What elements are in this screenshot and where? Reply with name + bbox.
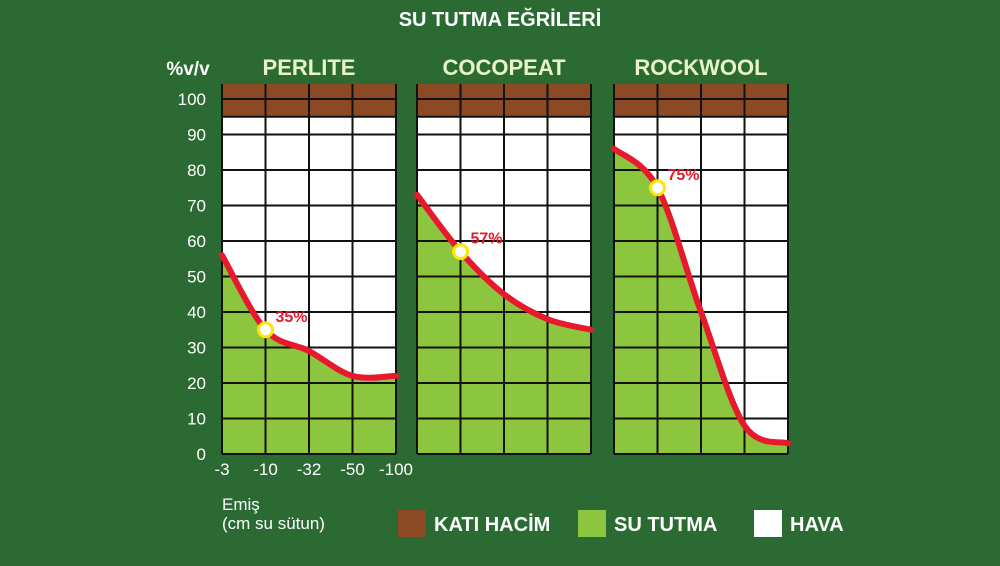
- panel-title: PERLITE: [263, 55, 356, 80]
- y-tick-label: 50: [187, 268, 206, 287]
- legend-item: HAVA: [754, 510, 844, 537]
- x-tick-label: -100: [379, 460, 413, 479]
- y-tick-label: 90: [187, 126, 206, 145]
- x-axis: -3 -10 -32 -50 -100: [214, 460, 413, 479]
- data-label: 35%: [276, 309, 308, 326]
- legend-item: SU TUTMA: [578, 510, 717, 537]
- figure-title: SU TUTMA EĞRİLERİ: [399, 7, 602, 31]
- y-tick-label: 80: [187, 161, 206, 180]
- grid: [416, 84, 592, 455]
- legend-label: SU TUTMA: [614, 514, 717, 536]
- grid: [221, 84, 397, 455]
- y-tick-label: 70: [187, 197, 206, 216]
- legend-label: KATI HACİM: [434, 513, 550, 536]
- retention-curve: [611, 145, 791, 447]
- panel-cocopeat: COCOPEAT 57%: [414, 55, 594, 455]
- container-capacity-point: [257, 321, 274, 339]
- panel-title: COCOPEAT: [442, 55, 566, 80]
- x-tick-label: -10: [253, 460, 278, 479]
- container-capacity-point: [452, 243, 469, 261]
- retention-curve: [219, 252, 399, 381]
- y-tick-label: 100: [178, 90, 206, 109]
- legend-swatch: [578, 510, 606, 537]
- data-label: 57%: [471, 231, 503, 248]
- panel-rockwool: ROCKWOOL 75%: [611, 55, 791, 455]
- legend-swatch: [754, 510, 782, 537]
- y-tick-label: 40: [187, 303, 206, 322]
- legend: KATI HACİM SU TUTMA HAVA: [398, 510, 844, 537]
- legend-swatch: [398, 510, 426, 537]
- y-axis-unit: %v/v: [166, 59, 210, 80]
- grid: [613, 84, 789, 455]
- x-tick-label: -50: [340, 460, 365, 479]
- panel-perlite: PERLITE 35%: [219, 55, 399, 455]
- y-tick-label: 10: [187, 410, 206, 429]
- x-axis-title-line1: Emiş: [222, 495, 260, 514]
- data-label: 75%: [668, 167, 700, 184]
- panel-title: ROCKWOOL: [634, 55, 767, 80]
- x-tick-label: -32: [297, 460, 322, 479]
- y-tick-label: 30: [187, 339, 206, 358]
- x-axis-title-line2: (cm su sütun): [222, 514, 325, 533]
- legend-label: HAVA: [790, 514, 844, 536]
- x-tick-label: -3: [214, 460, 229, 479]
- retention-curve: [414, 191, 594, 333]
- y-tick-label: 60: [187, 232, 206, 251]
- legend-item: KATI HACİM: [398, 510, 550, 537]
- container-capacity-point: [649, 179, 666, 197]
- chart-panels: PERLITE 35% COCOPEAT 57% ROCKWOOL 75%: [219, 55, 791, 455]
- y-tick-label: 20: [187, 374, 206, 393]
- y-tick-label: 0: [197, 445, 206, 464]
